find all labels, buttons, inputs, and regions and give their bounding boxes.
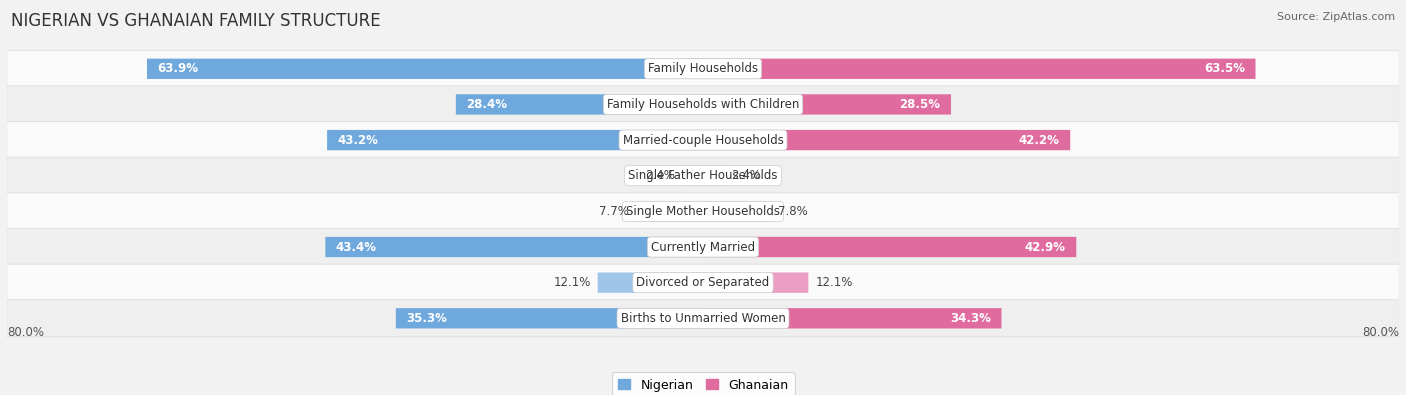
FancyBboxPatch shape <box>598 273 703 293</box>
FancyBboxPatch shape <box>703 237 1077 257</box>
FancyBboxPatch shape <box>328 130 703 150</box>
Text: Single Father Households: Single Father Households <box>628 169 778 182</box>
FancyBboxPatch shape <box>636 201 703 222</box>
Text: 80.0%: 80.0% <box>1362 326 1399 339</box>
Text: NIGERIAN VS GHANAIAN FAMILY STRUCTURE: NIGERIAN VS GHANAIAN FAMILY STRUCTURE <box>11 12 381 30</box>
Text: 12.1%: 12.1% <box>554 276 591 289</box>
FancyBboxPatch shape <box>456 94 703 115</box>
FancyBboxPatch shape <box>7 264 1399 301</box>
Text: 12.1%: 12.1% <box>815 276 852 289</box>
FancyBboxPatch shape <box>7 228 1399 265</box>
Text: 63.9%: 63.9% <box>157 62 198 75</box>
Text: 2.4%: 2.4% <box>731 169 761 182</box>
FancyBboxPatch shape <box>703 166 724 186</box>
FancyBboxPatch shape <box>7 50 1399 87</box>
Text: 42.9%: 42.9% <box>1025 241 1066 254</box>
Text: 28.4%: 28.4% <box>467 98 508 111</box>
FancyBboxPatch shape <box>7 86 1399 123</box>
Text: Divorced or Separated: Divorced or Separated <box>637 276 769 289</box>
Text: 43.2%: 43.2% <box>337 134 378 147</box>
Text: 80.0%: 80.0% <box>7 326 44 339</box>
Text: 42.2%: 42.2% <box>1019 134 1060 147</box>
Text: Source: ZipAtlas.com: Source: ZipAtlas.com <box>1277 12 1395 22</box>
FancyBboxPatch shape <box>7 122 1399 159</box>
FancyBboxPatch shape <box>682 166 703 186</box>
FancyBboxPatch shape <box>148 58 703 79</box>
FancyBboxPatch shape <box>703 94 950 115</box>
FancyBboxPatch shape <box>7 300 1399 337</box>
Text: 35.3%: 35.3% <box>406 312 447 325</box>
FancyBboxPatch shape <box>703 201 770 222</box>
FancyBboxPatch shape <box>396 308 703 329</box>
Text: Births to Unmarried Women: Births to Unmarried Women <box>620 312 786 325</box>
Text: 63.5%: 63.5% <box>1204 62 1244 75</box>
Text: 2.4%: 2.4% <box>645 169 675 182</box>
Text: Family Households with Children: Family Households with Children <box>607 98 799 111</box>
Text: 28.5%: 28.5% <box>900 98 941 111</box>
Text: Family Households: Family Households <box>648 62 758 75</box>
Text: Currently Married: Currently Married <box>651 241 755 254</box>
Text: 7.8%: 7.8% <box>778 205 807 218</box>
Legend: Nigerian, Ghanaian: Nigerian, Ghanaian <box>612 372 794 395</box>
Text: 7.7%: 7.7% <box>599 205 628 218</box>
FancyBboxPatch shape <box>703 273 808 293</box>
Text: 34.3%: 34.3% <box>950 312 991 325</box>
FancyBboxPatch shape <box>703 58 1256 79</box>
FancyBboxPatch shape <box>325 237 703 257</box>
FancyBboxPatch shape <box>7 157 1399 194</box>
FancyBboxPatch shape <box>703 308 1001 329</box>
FancyBboxPatch shape <box>703 130 1070 150</box>
Text: Married-couple Households: Married-couple Households <box>623 134 783 147</box>
Text: Single Mother Households: Single Mother Households <box>626 205 780 218</box>
FancyBboxPatch shape <box>7 193 1399 230</box>
Text: 43.4%: 43.4% <box>336 241 377 254</box>
